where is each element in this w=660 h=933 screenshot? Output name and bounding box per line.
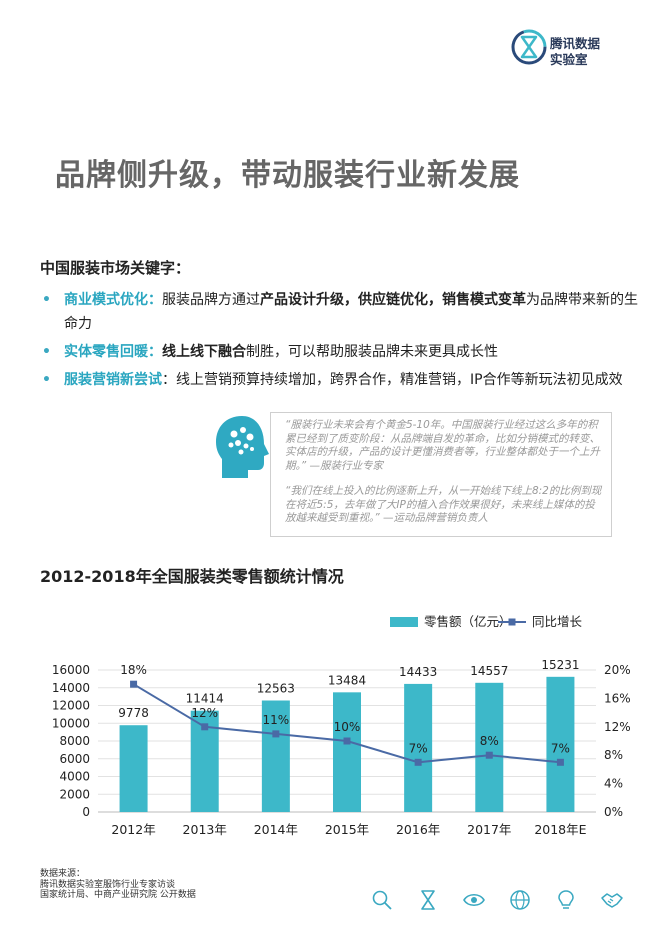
y-right-tick-label: 20% <box>604 663 631 677</box>
bar <box>119 725 148 812</box>
quote-box: “服装行业未来会有个黄金5-10年。中国服装行业经过这么多年的积累已经到了质变阶… <box>270 412 612 537</box>
legend-bar-swatch <box>390 617 418 627</box>
keywords-title: 中国服装市场关键字： <box>40 259 191 277</box>
y-left-tick-label: 2000 <box>59 787 90 801</box>
y-left-tick-label: 12000 <box>52 699 90 713</box>
growth-data-label: 8% <box>480 734 499 748</box>
growth-data-label: 7% <box>409 741 428 755</box>
growth-data-label: 18% <box>120 663 147 677</box>
y-left-tick-label: 8000 <box>59 734 90 748</box>
growth-point <box>414 758 422 766</box>
growth-point <box>556 758 564 766</box>
keyword-list: • 商业模式优化：服装品牌方通过产品设计升级，供应链优化，销售模式变革为品牌带来… <box>40 288 640 396</box>
y-left-tick-label: 4000 <box>59 770 90 784</box>
lightbulb-icon <box>558 890 574 909</box>
data-source-line: 腾讯数据实验室服饰行业专家访谈 <box>40 879 176 890</box>
bullet-dot: • <box>42 292 51 308</box>
x-tick-label: 2017年 <box>467 822 511 837</box>
y-right-tick-label: 16% <box>604 691 631 705</box>
data-source-label: 数据来源： <box>40 869 86 879</box>
bar-value-label: 11414 <box>186 692 224 706</box>
quote-sports-brand: “我们在线上投入的比例逐新上升，从一开始线下线上8:2的比例到现在将近5:5，去… <box>285 485 602 524</box>
keyword-item-business-model: • 商业模式优化：服装品牌方通过产品设计升级，供应链优化，销售模式变革为品牌带来… <box>40 288 640 336</box>
brand-logo-icon <box>511 29 547 65</box>
keyword-item-retail: • 实体零售回暖：线上线下融合制胜，可以帮助服装品牌未来更具成长性 <box>40 340 640 364</box>
bar-value-label: 15231 <box>541 658 579 672</box>
globe-icon <box>510 890 530 910</box>
search-icon <box>372 890 392 910</box>
bar <box>404 683 433 812</box>
data-source: 数据来源： 腾讯数据实验室服饰行业专家访谈 国家统计局、中商产业研究院 公开数据 <box>40 869 196 901</box>
y-left-tick-label: 6000 <box>59 752 90 766</box>
brand-name-line1: 腾讯数据 <box>550 36 601 51</box>
x-tick-label: 2018年E <box>534 822 586 837</box>
data-source-line: 国家统计局、中商产业研究院 公开数据 <box>40 890 196 900</box>
x-tick-label: 2016年 <box>396 822 440 837</box>
growth-point <box>343 737 351 745</box>
y-left-tick-label: 0 <box>82 805 90 819</box>
bar-value-label: 12563 <box>257 682 295 696</box>
legend-line-label: 同比增长 <box>532 614 583 629</box>
growth-point <box>485 751 493 759</box>
bullet-dot: • <box>42 372 51 388</box>
growth-point <box>201 723 209 731</box>
bar-value-label: 9778 <box>118 706 149 720</box>
page-title: 品牌侧升级，带动服装行业新发展 <box>55 158 520 193</box>
retail-sales-chart: 0 2000 4000 6000 8000 10000 12000 14000 16000 0% 4… <box>52 614 631 837</box>
y-right-tick-label: 8% <box>604 748 623 762</box>
bar-value-label: 13484 <box>328 673 366 687</box>
y-left-tick-label: 16000 <box>52 663 90 677</box>
bar-value-label: 14433 <box>399 665 437 679</box>
thinking-head-icon <box>212 412 274 484</box>
x-tick-label: 2015年 <box>325 822 369 837</box>
y-right-tick-label: 12% <box>604 720 631 734</box>
bullet-dot: • <box>42 344 51 360</box>
brand-logo: 腾讯数据 实验室 <box>510 24 630 74</box>
eye-icon <box>463 893 485 907</box>
growth-point <box>272 730 280 738</box>
y-right-tick-label: 0% <box>604 805 623 819</box>
y-right-tick-label: 4% <box>604 777 623 791</box>
growth-data-label: 12% <box>191 706 218 720</box>
keyword-item-marketing: • 服装营销新尝试：线上营销预算持续增加，跨界合作，精准营销，IP合作等新玩法初… <box>40 368 640 392</box>
x-tick-label: 2012年 <box>111 822 155 837</box>
chart-title: 2012-2018年全国服装类零售额统计情况 <box>40 567 344 586</box>
quote-expert: “服装行业未来会有个黄金5-10年。中国服装行业经过这么多年的积累已经到了质变阶… <box>285 419 600 472</box>
legend-line-marker <box>508 618 516 626</box>
hourglass-icon <box>421 890 435 910</box>
growth-data-label: 11% <box>263 713 290 727</box>
legend-bar-label: 零售额（亿元） <box>424 614 512 629</box>
bar <box>333 692 361 812</box>
y-left-tick-label: 14000 <box>52 681 90 695</box>
y-left-tick-label: 10000 <box>52 716 90 730</box>
growth-point <box>130 680 138 688</box>
handshake-icon <box>601 893 623 908</box>
x-tick-label: 2013年 <box>183 822 227 837</box>
bar-value-label: 14557 <box>470 664 508 678</box>
bar <box>546 676 575 812</box>
growth-data-label: 10% <box>334 720 361 734</box>
growth-data-label: 7% <box>551 741 570 755</box>
bar <box>475 682 504 812</box>
bar <box>261 700 290 812</box>
brand-name-line2: 实验室 <box>550 52 588 67</box>
x-tick-label: 2014年 <box>254 822 298 837</box>
